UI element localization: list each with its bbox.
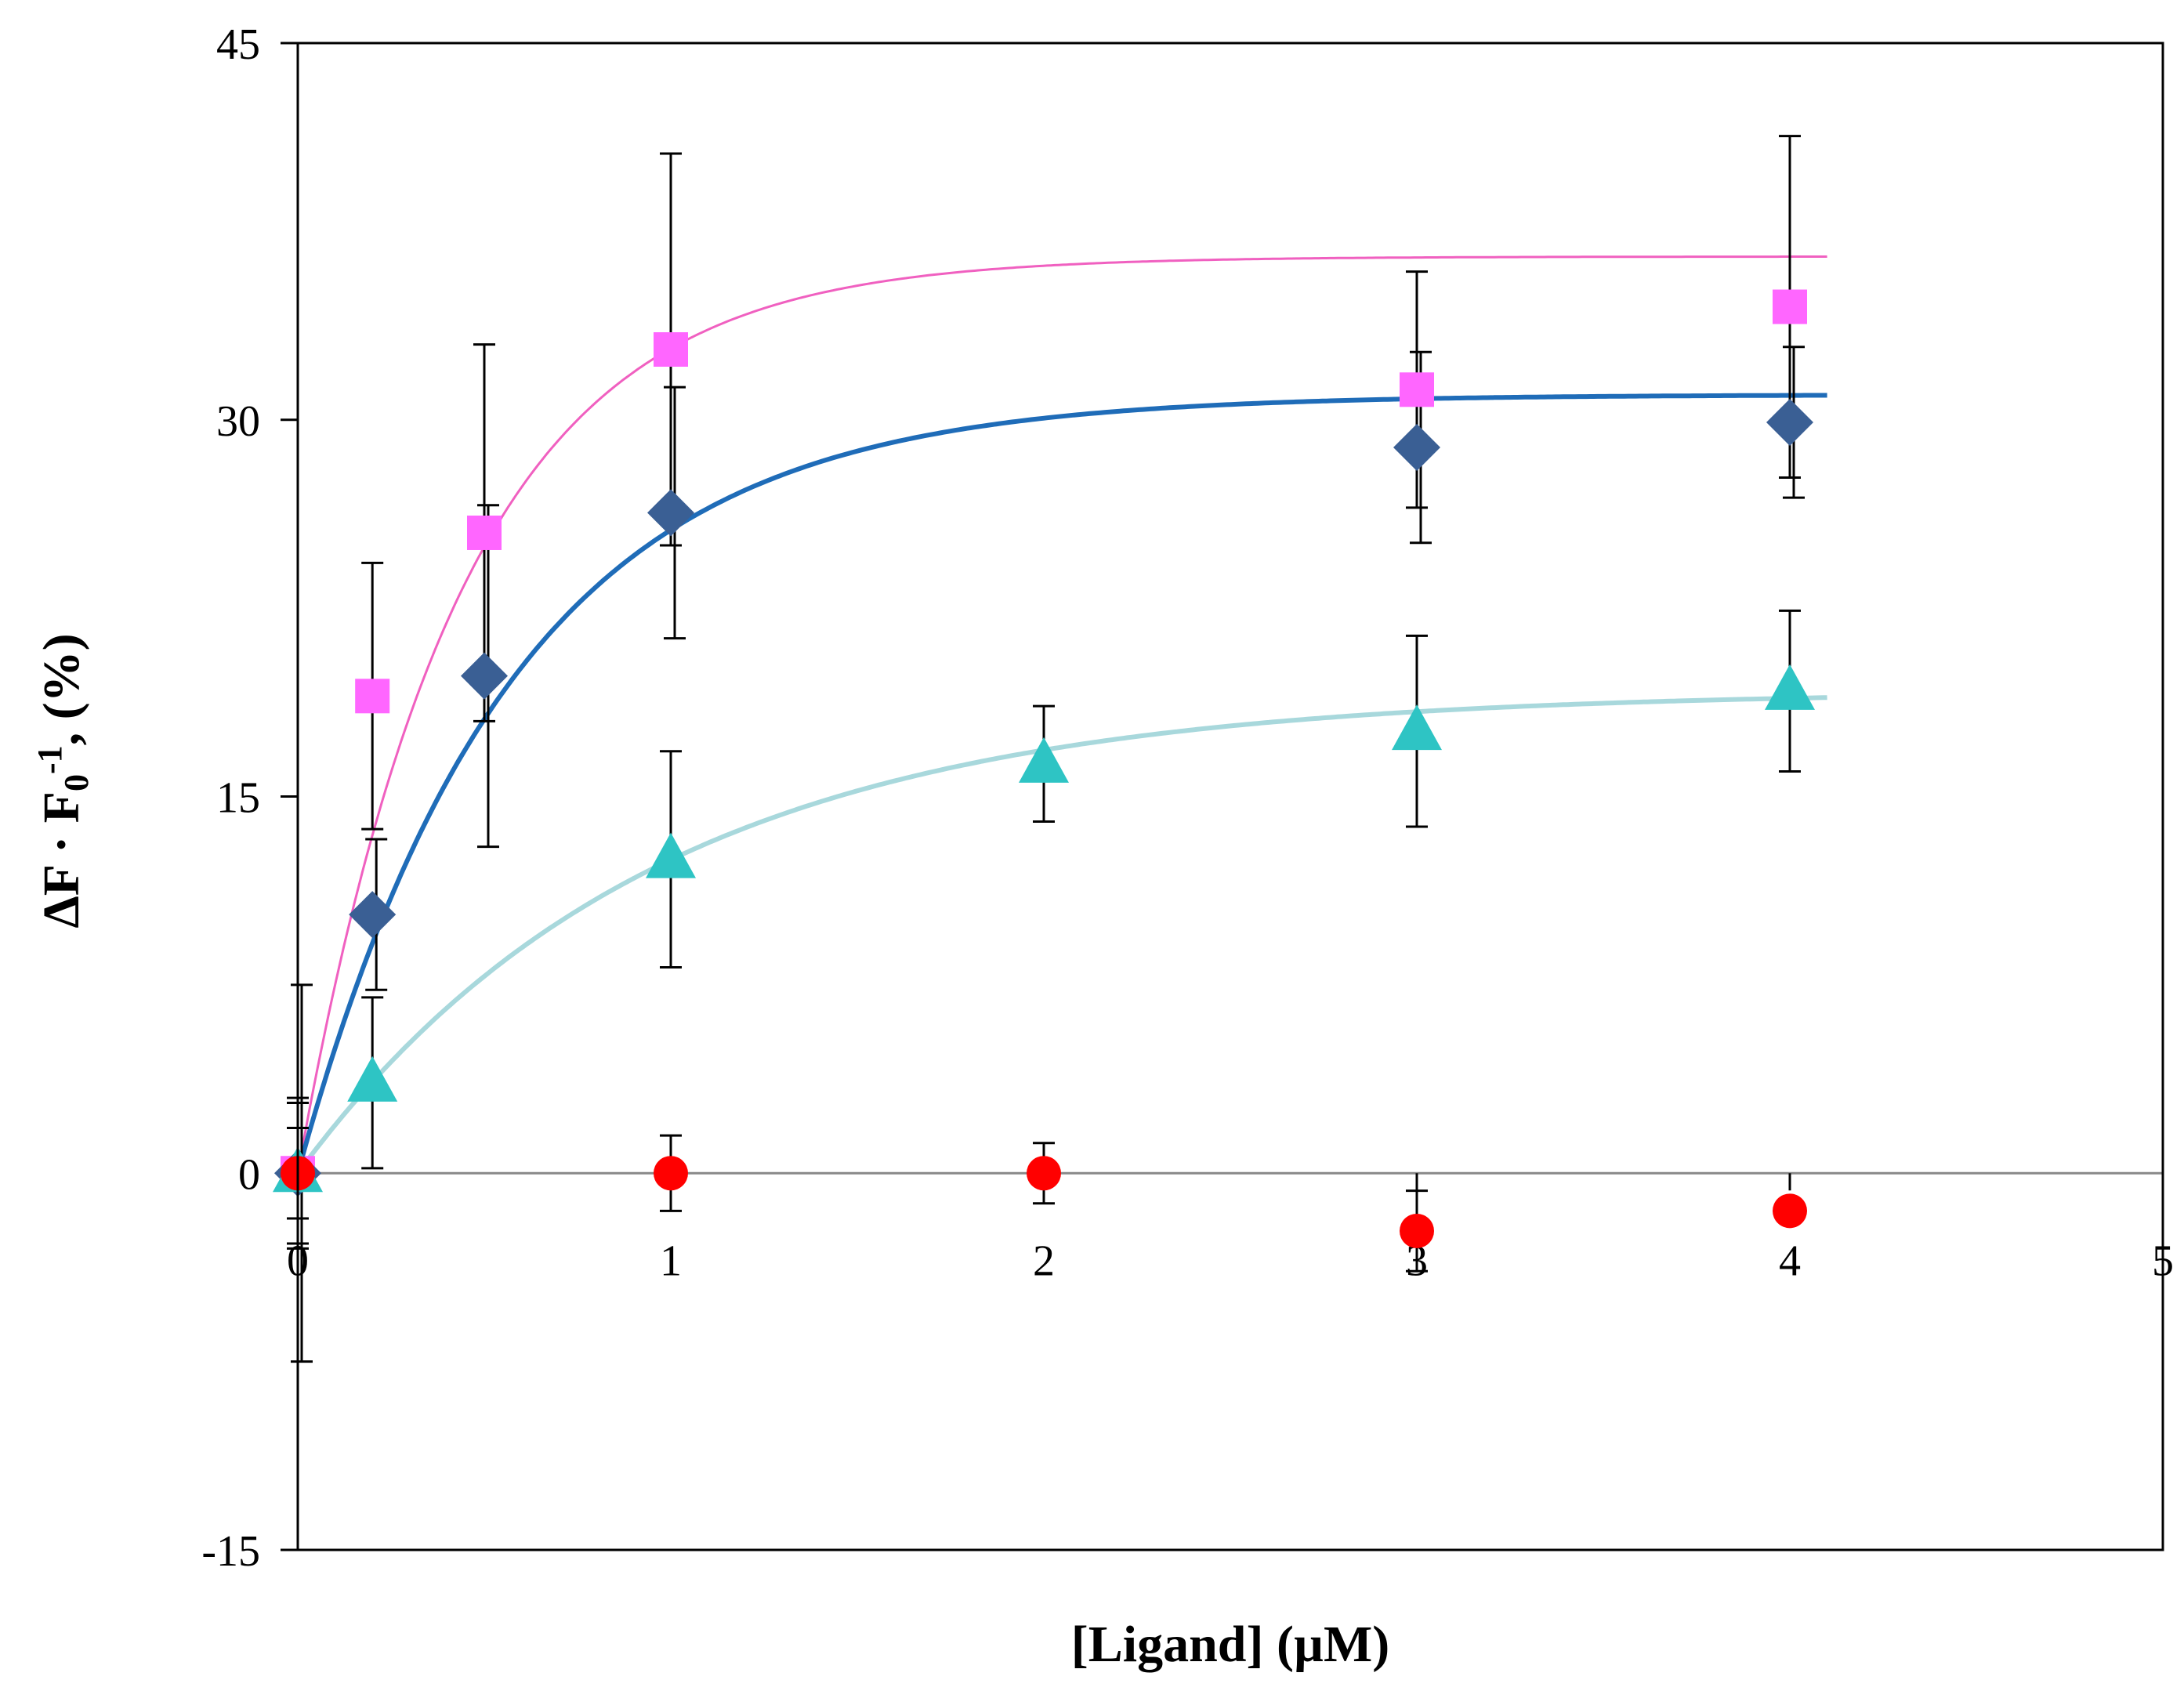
data-point-circle [1773, 1193, 1807, 1229]
data-point-diamond [1766, 398, 1813, 446]
data-point-triangle [1392, 704, 1442, 751]
data-point-triangle [646, 832, 696, 878]
x-tick-label: 4 [1779, 1236, 1801, 1285]
data-point-square [467, 515, 502, 550]
data-point-diamond [349, 891, 397, 939]
data-point-triangle [1765, 664, 1815, 710]
data-point-circle [1027, 1156, 1061, 1191]
data-point-square [1400, 372, 1434, 407]
y-axis-title-subscript: 0 [57, 774, 96, 791]
data-point-diamond [461, 652, 508, 700]
data-point-diamond [1393, 424, 1440, 472]
data-point-triangle [347, 1055, 398, 1102]
fit-curves [295, 255, 1827, 1175]
data-point-square [654, 332, 688, 367]
x-axis-title: [Ligand] (µM) [1071, 1616, 1390, 1673]
fit-curve-diamond [295, 393, 1827, 1175]
y-axis-title-tail: , (%) [33, 633, 90, 745]
y-tick-label: 15 [216, 774, 260, 823]
data-point-circle [654, 1156, 688, 1191]
y-tick-label: 0 [238, 1150, 260, 1199]
fit-curve-square [296, 255, 1827, 1174]
y-axis-title-main: ΔF · F [33, 791, 90, 929]
data-point-square [1773, 289, 1807, 324]
data-point-diamond [647, 489, 694, 537]
data-point-circle [1400, 1213, 1434, 1248]
x-tick-label: 2 [1033, 1236, 1055, 1285]
y-axis-title-superscript: -1 [31, 745, 69, 774]
data-point-triangle [1019, 737, 1069, 783]
data-point-square [355, 679, 390, 714]
y-tick-label: -15 [201, 1527, 260, 1576]
x-tick-label: 1 [660, 1236, 682, 1285]
y-tick-label: 45 [216, 20, 260, 69]
fit-curve-triangle [295, 695, 1827, 1175]
plot-area-frame [296, 42, 2164, 1551]
y-axis-title: ΔF · F0-1, (%) [31, 633, 96, 928]
y-tick-label: 30 [216, 397, 260, 446]
